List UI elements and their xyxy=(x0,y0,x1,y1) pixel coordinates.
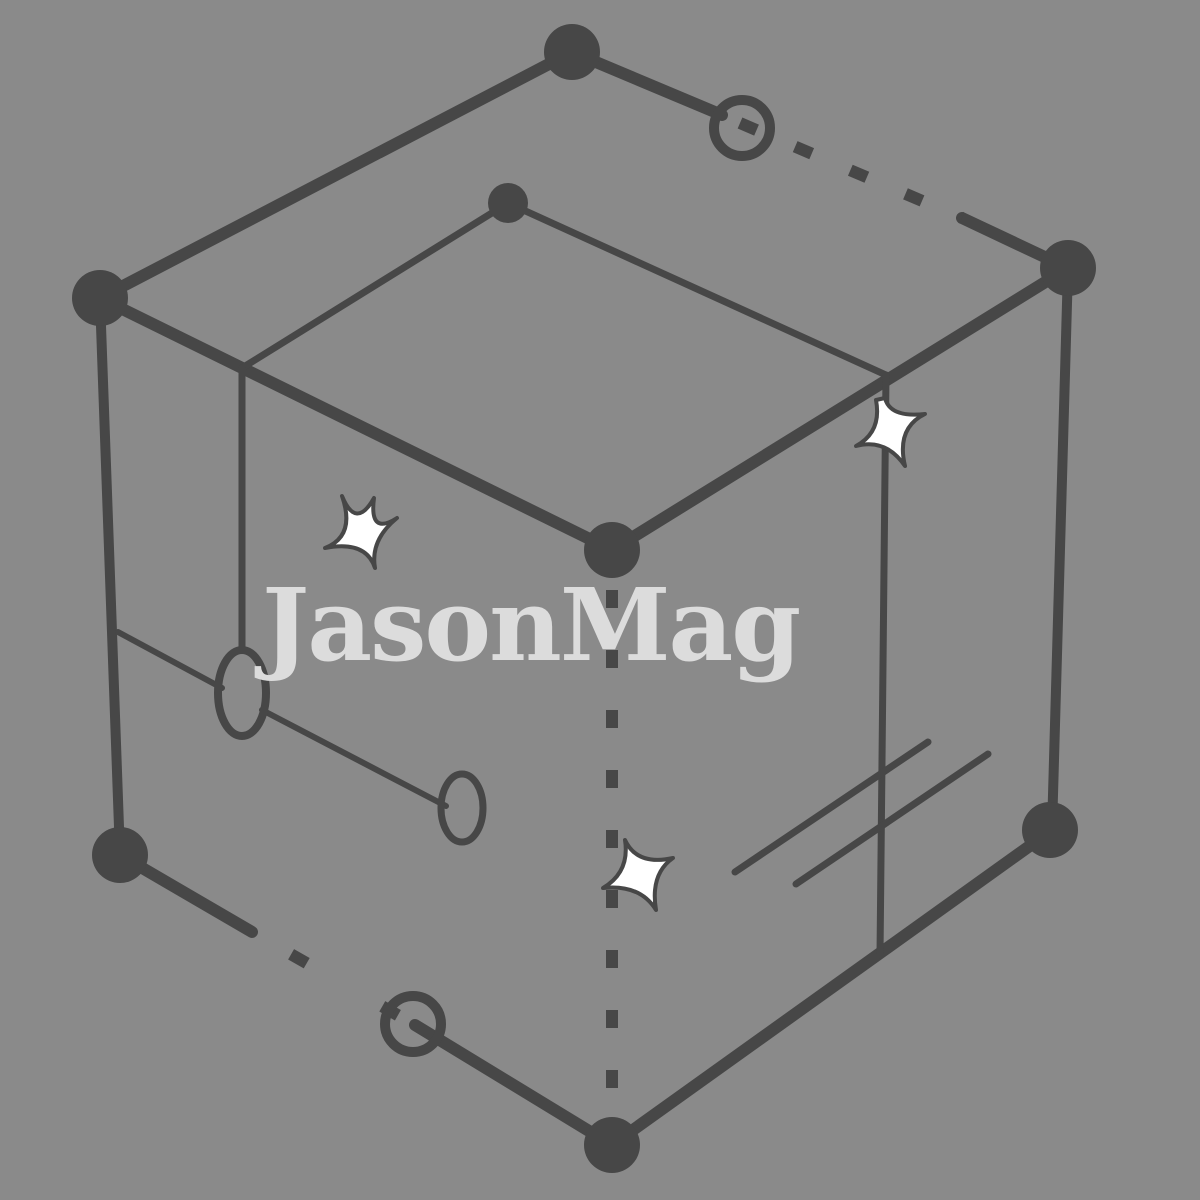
circuit-line xyxy=(115,629,225,691)
node-dot xyxy=(584,1117,640,1173)
node-ring xyxy=(380,991,446,1057)
inner-edge xyxy=(504,199,890,379)
sparkle-icon xyxy=(601,838,675,912)
cube-edge xyxy=(94,292,618,556)
node-dot xyxy=(1040,240,1096,296)
decor-line xyxy=(731,738,932,876)
inner-edge xyxy=(876,371,890,959)
node-dot xyxy=(584,522,640,578)
node-dot xyxy=(92,827,148,883)
node-dot xyxy=(72,270,128,326)
circuit-line xyxy=(259,707,449,809)
cube-edge xyxy=(1047,263,1073,835)
sparkle-icon xyxy=(854,396,927,468)
cube-edge xyxy=(409,1019,618,1151)
decor-line xyxy=(792,750,992,888)
node-ring xyxy=(709,95,775,161)
node-ring xyxy=(214,646,270,740)
dashed-edge xyxy=(737,117,965,224)
cube-edge xyxy=(606,824,1058,1151)
node-dot xyxy=(488,183,528,223)
inner-edge xyxy=(238,199,512,372)
cube-edge xyxy=(606,262,1074,556)
node-ring xyxy=(437,770,487,846)
cube-edge xyxy=(95,293,125,860)
node-dot xyxy=(544,24,600,80)
cube-edge xyxy=(94,46,578,304)
node-dot xyxy=(1022,802,1078,858)
sparkle-icon xyxy=(323,494,399,570)
